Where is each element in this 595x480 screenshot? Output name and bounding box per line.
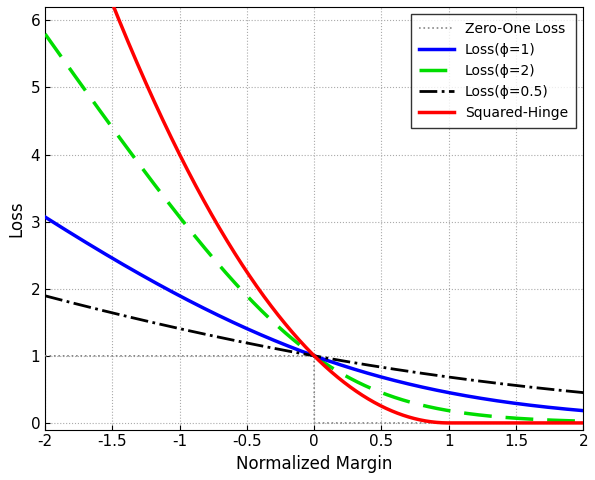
Line: Zero-One Loss: Zero-One Loss <box>45 356 583 423</box>
Line: Loss(ϕ=1): Loss(ϕ=1) <box>45 217 583 411</box>
Loss(ϕ=0.5) <box>42 293 49 299</box>
Loss(ϕ=2) <box>271 321 278 326</box>
Zero-One Loss <box>569 420 577 426</box>
Loss(ϕ=0.5) <box>511 383 518 388</box>
Squared-Hinge <box>135 63 142 69</box>
Zero-One Loss <box>103 353 110 359</box>
Y-axis label: Loss: Loss <box>7 200 25 237</box>
Loss(ϕ=0.5) <box>569 389 576 395</box>
Loss(ϕ=2) <box>135 160 142 166</box>
Loss(ϕ=2) <box>42 31 49 37</box>
Squared-Hinge <box>445 420 452 426</box>
Loss(ϕ=1) <box>271 338 278 344</box>
Squared-Hinge <box>248 276 255 282</box>
Zero-One Loss <box>248 353 255 359</box>
Loss(ϕ=2) <box>511 415 518 421</box>
Squared-Hinge <box>580 420 587 426</box>
Loss(ϕ=2) <box>248 298 255 303</box>
Loss(ϕ=1) <box>42 214 49 220</box>
Line: Loss(ϕ=0.5): Loss(ϕ=0.5) <box>45 296 583 393</box>
Legend: Zero-One Loss, Loss(ϕ=1), Loss(ϕ=2), Loss(ϕ=0.5), Squared-Hinge: Zero-One Loss, Loss(ϕ=1), Loss(ϕ=2), Los… <box>411 14 577 128</box>
Loss(ϕ=2) <box>580 418 587 424</box>
Zero-One Loss <box>580 420 587 426</box>
Loss(ϕ=1) <box>511 400 518 406</box>
Loss(ϕ=1) <box>135 270 142 276</box>
Zero-One Loss <box>42 353 49 359</box>
X-axis label: Normalized Margin: Normalized Margin <box>236 455 392 473</box>
Zero-One Loss <box>311 420 318 426</box>
Loss(ϕ=1) <box>248 328 255 334</box>
Loss(ϕ=0.5) <box>135 316 142 322</box>
Squared-Hinge <box>569 420 577 426</box>
Loss(ϕ=1) <box>103 252 110 258</box>
Zero-One Loss <box>271 353 278 359</box>
Squared-Hinge <box>511 420 518 426</box>
Loss(ϕ=1) <box>580 408 587 414</box>
Loss(ϕ=2) <box>103 117 110 122</box>
Loss(ϕ=1) <box>569 407 576 413</box>
Loss(ϕ=0.5) <box>271 346 278 351</box>
Zero-One Loss <box>511 420 518 426</box>
Loss(ϕ=0.5) <box>580 390 587 396</box>
Loss(ϕ=0.5) <box>248 341 255 347</box>
Squared-Hinge <box>271 308 278 313</box>
Line: Squared-Hinge: Squared-Hinge <box>45 0 583 423</box>
Zero-One Loss <box>135 353 142 359</box>
Loss(ϕ=0.5) <box>103 309 110 314</box>
Loss(ϕ=2) <box>569 418 576 424</box>
Line: Loss(ϕ=2): Loss(ϕ=2) <box>45 34 583 421</box>
